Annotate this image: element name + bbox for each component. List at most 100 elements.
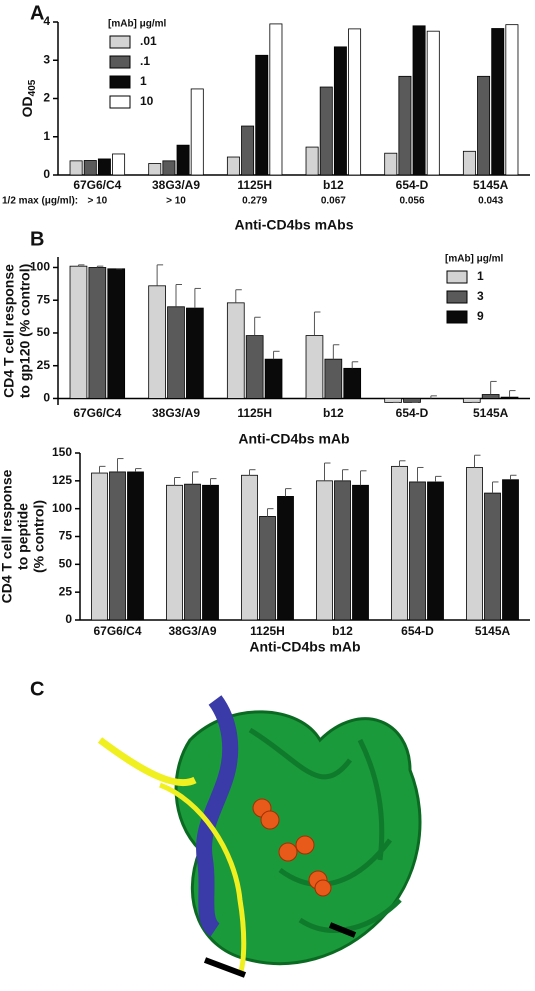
legend-label: 1 <box>477 269 484 283</box>
bar <box>409 481 426 621</box>
bar <box>305 335 324 399</box>
sheets <box>248 727 402 933</box>
y-tick-label: 50 <box>59 557 73 571</box>
legend-title: [mAb] μg/ml <box>108 19 167 30</box>
legend-label: .1 <box>140 54 150 68</box>
panel-label: B <box>30 228 44 250</box>
x-tick-label: 38G3/A9 <box>152 406 200 420</box>
legend-swatch <box>446 290 468 304</box>
error-bar <box>96 265 104 268</box>
legend-label: 9 <box>477 309 484 323</box>
bar <box>403 398 421 403</box>
y-tick-label: 25 <box>59 584 73 598</box>
bar <box>505 24 519 176</box>
bar <box>352 484 369 621</box>
bar <box>481 394 500 399</box>
error-bar <box>192 471 199 485</box>
bar <box>259 516 276 621</box>
termini <box>203 922 357 978</box>
legend-label: 3 <box>477 289 484 303</box>
x-axis-label: Anti-CD4bs mAb <box>238 431 349 447</box>
protein-structure: C <box>30 678 422 978</box>
x-axis-label: Anti-CD4bs mAb <box>249 639 360 655</box>
error-bar <box>399 460 406 467</box>
error-bar <box>492 481 499 494</box>
bar <box>269 23 283 176</box>
bar <box>462 150 476 176</box>
x-tick-label: 1125H <box>237 178 272 192</box>
y-axis-label: to peptide <box>15 503 31 570</box>
x-tick-label: 1125H <box>237 406 272 420</box>
error-bar <box>285 488 292 497</box>
x-tick-label: b12 <box>332 624 353 638</box>
bar <box>241 125 255 176</box>
y-tick-label: 0 <box>43 167 50 181</box>
x-tick-label: b12 <box>323 406 344 420</box>
legend-swatch <box>109 95 131 109</box>
x-tick-label: 1125H <box>250 624 285 638</box>
bar <box>398 75 412 176</box>
y-tick-label: 100 <box>30 260 50 274</box>
bar <box>97 158 111 176</box>
x-tick-label: 654-D <box>396 178 429 192</box>
bar <box>167 306 185 399</box>
bar <box>466 467 483 621</box>
bar <box>412 25 426 176</box>
error-bar <box>117 458 124 472</box>
bar <box>426 30 440 176</box>
error-bar <box>135 468 142 472</box>
error-bar <box>254 316 261 336</box>
bar <box>343 367 362 399</box>
error-bar <box>235 289 242 303</box>
bar <box>166 484 183 621</box>
bar <box>316 480 333 621</box>
y-tick-label: 50 <box>37 325 51 339</box>
error-bar <box>156 264 164 286</box>
y-axis-label: CD4 T cell response <box>0 469 15 603</box>
bar <box>127 471 144 621</box>
y-tick-label: 75 <box>59 529 73 543</box>
x-tick-label: b12 <box>323 178 344 192</box>
bar <box>245 335 264 399</box>
error-bar <box>210 478 217 486</box>
legend-label: 1 <box>140 74 147 88</box>
error-bar <box>417 466 424 482</box>
bar <box>186 307 204 399</box>
error-bar <box>332 344 340 360</box>
x-tick-label: 38G3/A9 <box>152 178 200 192</box>
bar <box>500 396 519 399</box>
y-tick-label: 125 <box>52 473 72 487</box>
y-label-main: OD <box>19 96 35 117</box>
panel-label: A <box>30 2 44 24</box>
bar <box>107 268 126 399</box>
strand <box>97 737 197 787</box>
y-axis-label: OD405 <box>19 79 38 117</box>
half-max-label: 1/2 max (μg/ml): <box>2 196 78 207</box>
panel-label: C <box>30 678 44 700</box>
bar <box>162 160 176 176</box>
error-bar <box>324 462 331 481</box>
error-bar <box>430 395 437 399</box>
error-bar <box>174 476 181 486</box>
bar <box>69 265 88 399</box>
error-bar <box>175 284 182 307</box>
half-max-value: 0.043 <box>478 196 503 207</box>
bar <box>176 144 190 176</box>
loop <box>159 782 247 976</box>
x-tick-label: 67G6/C4 <box>73 406 121 420</box>
bar <box>148 163 162 176</box>
half-max-value: 0.279 <box>242 196 267 207</box>
bar <box>319 86 333 176</box>
legend-swatch <box>446 270 468 284</box>
bar <box>91 472 108 621</box>
bar <box>384 398 402 403</box>
error-bar <box>360 470 367 486</box>
y-tick-label: 2 <box>43 91 50 105</box>
error-bar <box>313 311 321 336</box>
y-axis-label: CD4 T cell response <box>1 264 17 398</box>
x-tick-label: 5145A <box>473 406 509 420</box>
error-bar <box>77 264 85 267</box>
bar <box>226 156 240 176</box>
y-axis-label: (% control) <box>31 500 47 573</box>
y-tick-label: 150 <box>52 445 72 459</box>
